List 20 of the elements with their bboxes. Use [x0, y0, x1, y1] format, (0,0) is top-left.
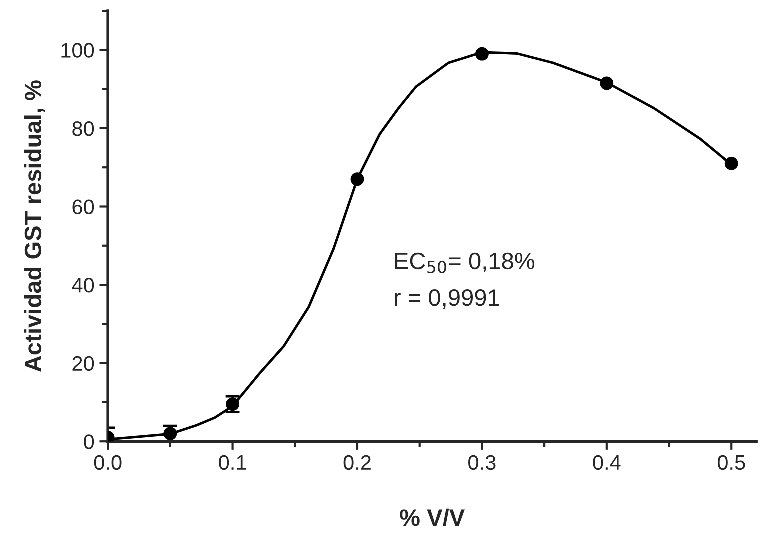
y-tick-label: 60: [72, 200, 94, 215]
y-tick-label: 40: [72, 278, 94, 293]
x-tick-label: 0.2: [344, 455, 371, 470]
annotation: EC$_{50}$= 0,18%: [395, 252, 535, 274]
y-tick-label: 100: [62, 43, 94, 58]
annotation: r = 0,9991: [394, 289, 500, 309]
x-tick-label: 0.5: [718, 455, 746, 470]
x-tick-label: 0.3: [468, 455, 496, 470]
y-tick-label: 20: [72, 356, 94, 372]
x-axis-title: % V/V: [400, 508, 465, 527]
y-tick-label: 0: [84, 434, 94, 450]
x-tick-label: 0.4: [593, 455, 621, 470]
point: [475, 47, 489, 61]
y-tick-label: 80: [72, 121, 94, 136]
point: [724, 156, 738, 170]
y-axis-title: Actividad GST residual, %: [24, 80, 45, 372]
point: [350, 172, 364, 186]
x-tick-label: 0.0: [94, 455, 122, 470]
point: [600, 76, 614, 90]
x-tick-label: 0.1: [219, 455, 246, 470]
